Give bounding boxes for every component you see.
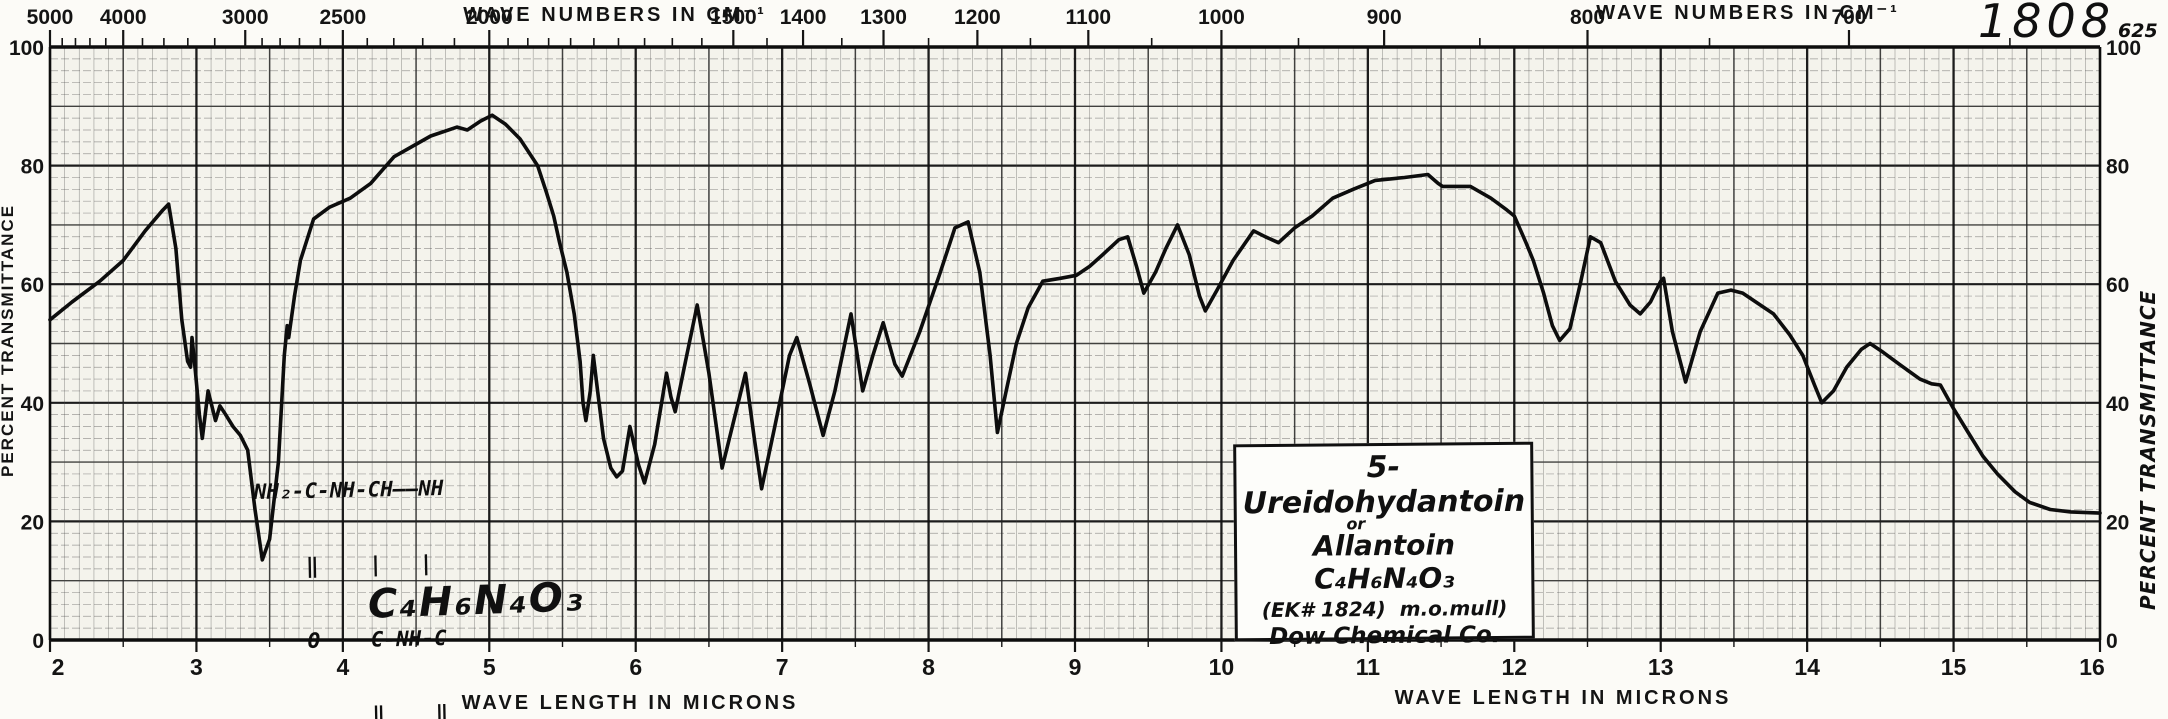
svg-text:100: 100	[9, 37, 44, 60]
svg-text:900: 900	[1367, 6, 1402, 29]
structural-formula-line: O C-NH-C	[256, 626, 447, 654]
structural-formula-line: ‖ | |	[255, 551, 433, 579]
sample-catalog-method: (EK# 1824) m.o.mull)	[1243, 596, 1525, 622]
svg-text:8: 8	[922, 654, 935, 680]
structural-formula-line: NH₂-C-NH-CH——NH	[253, 476, 444, 505]
svg-text:13: 13	[1648, 654, 1674, 680]
svg-text:2000: 2000	[466, 6, 513, 29]
svg-text:4: 4	[336, 654, 349, 680]
compound-name-allantoin: Allantoin	[1312, 528, 1456, 563]
corner-wavenumber-label: 625	[2118, 20, 2158, 42]
svg-text:5000: 5000	[27, 6, 74, 29]
svg-text:0: 0	[2106, 630, 2118, 653]
spectrum-trace	[48, 113, 2102, 562]
svg-text:16: 16	[2079, 654, 2105, 680]
svg-text:2: 2	[52, 654, 65, 680]
svg-text:60: 60	[2106, 274, 2129, 297]
bottom-axis-title-left: WAVE LENGTH IN MICRONS	[461, 692, 799, 714]
svg-text:1000: 1000	[1198, 6, 1245, 29]
svg-text:20: 20	[2106, 511, 2129, 534]
structural-formula-line: ‖ ‖	[258, 701, 449, 719]
svg-text:80: 80	[2106, 156, 2129, 179]
compound-name-secondary: Allantoin C₄H₆N₄O₃	[1243, 528, 1526, 596]
svg-text:100: 100	[2106, 37, 2141, 60]
svg-text:5: 5	[483, 654, 496, 680]
svg-text:9: 9	[1069, 654, 1082, 680]
mull-method: m.o.mull)	[1399, 595, 1508, 621]
left-axis-labels: 100 80 60 40 20 0	[9, 37, 44, 653]
svg-text:0: 0	[32, 630, 44, 653]
company-name: Dow Chemical Co.	[1269, 621, 1501, 651]
svg-text:700: 700	[1831, 6, 1866, 29]
svg-text:40: 40	[21, 393, 44, 416]
bottom-axis-title-right: WAVE LENGTH IN MICRONS	[1394, 687, 1732, 709]
svg-text:1500: 1500	[710, 6, 757, 29]
bottom-axis-microns: 2 3 4 5 6 7 8 9 10 11 12 13 14 15 16	[48, 640, 2105, 680]
compound-name-primary: 5-Ureidohydantoin	[1242, 449, 1526, 522]
svg-text:1100: 1100	[1066, 6, 1112, 29]
svg-text:14: 14	[1794, 654, 1820, 680]
svg-text:1400: 1400	[780, 6, 827, 29]
left-axis-title: PERCENT TRANSMITTANCE	[0, 203, 17, 477]
catalog-number: (EK# 1824)	[1261, 596, 1386, 623]
svg-text:1200: 1200	[954, 6, 1001, 29]
svg-text:20: 20	[21, 511, 44, 534]
svg-text:80: 80	[21, 156, 44, 179]
svg-text:15: 15	[1941, 654, 1967, 680]
molecular-formula-annotation: C₄H₆N₄O₃	[367, 574, 586, 628]
structural-formula: NH₂-C-NH-CH——NH ‖ | | O C-NH-C ‖ ‖ O O	[253, 426, 452, 719]
svg-text:10: 10	[1209, 654, 1235, 680]
sample-info-box: 5-Ureidohydantoin or Allantoin C₄H₆N₄O₃ …	[1233, 441, 1535, 650]
svg-text:800: 800	[1570, 6, 1605, 29]
spectrum-id-number: 1808	[1978, 0, 2116, 48]
right-axis-title: PERCENT TRANSMITTANCE	[2136, 289, 2160, 610]
svg-text:1300: 1300	[860, 6, 907, 29]
compound-name-or: or	[1346, 514, 1366, 534]
svg-text:40: 40	[2106, 393, 2129, 416]
compound-formula: C₄H₆N₄O₃	[1314, 561, 1455, 596]
top-axis-title-left: WAVE NUMBERS IN CM⁻¹	[463, 4, 767, 26]
svg-text:2500: 2500	[319, 6, 366, 29]
svg-text:60: 60	[21, 274, 44, 297]
svg-text:6: 6	[629, 654, 642, 680]
svg-text:7: 7	[776, 654, 789, 680]
right-axis-labels: 100 80 60 40 20 0	[2106, 37, 2141, 653]
svg-text:3: 3	[190, 654, 203, 680]
svg-text:11: 11	[1356, 654, 1381, 680]
svg-text:4000: 4000	[100, 6, 147, 29]
spectrum-curve	[48, 113, 2102, 562]
svg-text:12: 12	[1501, 654, 1527, 680]
top-axis-title-right: WAVE NUMBERS IN CM⁻¹	[1596, 2, 1900, 24]
svg-text:3000: 3000	[222, 6, 269, 29]
top-axis-wavenumbers: 5000 4000 3000 2500 2000 1500 1400 1300 1200 1100…	[27, 6, 2011, 47]
